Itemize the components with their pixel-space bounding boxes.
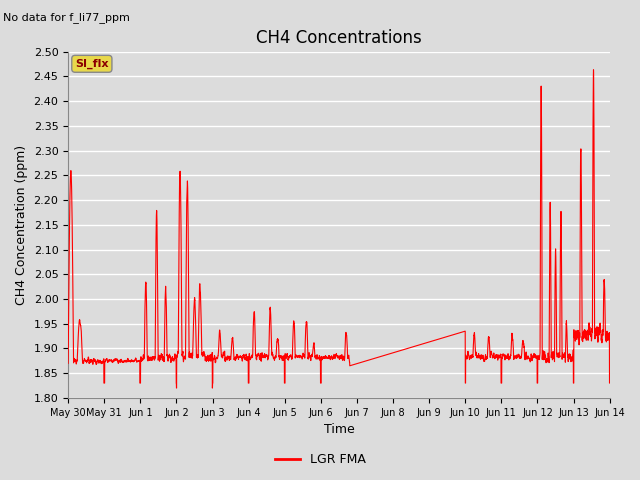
Y-axis label: CH4 Concentration (ppm): CH4 Concentration (ppm) bbox=[15, 145, 28, 305]
Title: CH4 Concentrations: CH4 Concentrations bbox=[256, 29, 422, 48]
Text: No data for f_li77_ppm: No data for f_li77_ppm bbox=[3, 12, 130, 23]
X-axis label: Time: Time bbox=[323, 423, 355, 436]
Legend: LGR FMA: LGR FMA bbox=[269, 448, 371, 471]
Text: SI_flx: SI_flx bbox=[75, 59, 109, 69]
